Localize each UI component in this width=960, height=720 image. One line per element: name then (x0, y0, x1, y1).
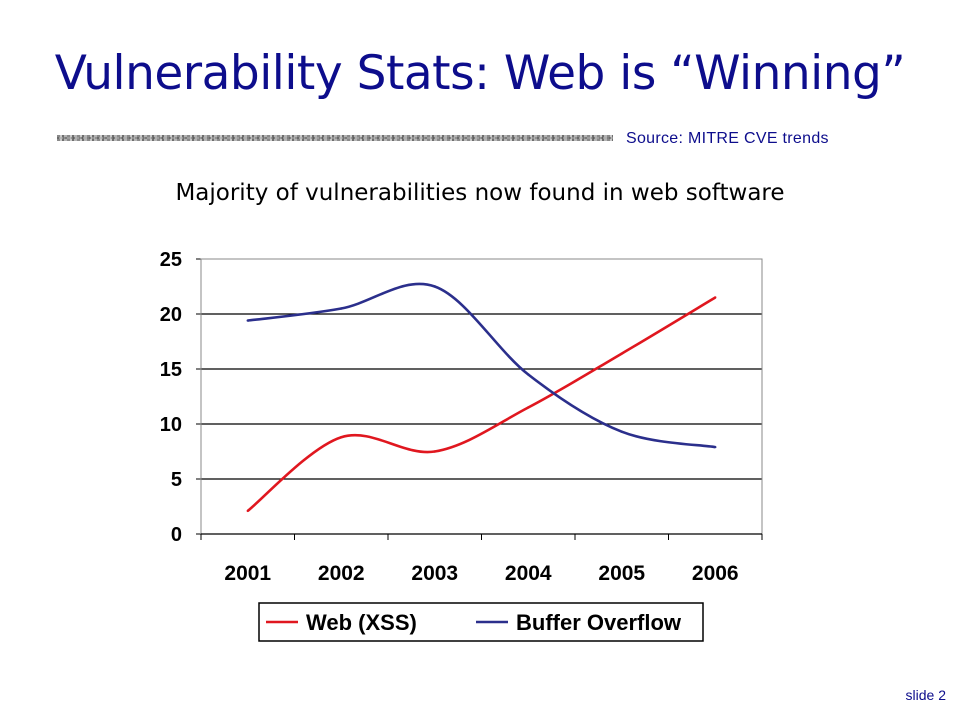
x-tick-label-2001: 2001 (224, 562, 271, 585)
x-axis-ticks (200, 533, 763, 540)
data-point-buffer-overflow-2002 (340, 307, 343, 310)
slide-number: slide 2 (905, 687, 946, 703)
y-tick-label: 5 (171, 469, 182, 491)
series-line-web-xss (246, 296, 716, 512)
slide-title: Vulnerability Stats: Web is “Winning” (54, 46, 906, 101)
y-tick-label: 20 (160, 304, 182, 326)
x-axis-tick-labels: 2001 2002 2003 2004 2005 2006 (224, 562, 738, 585)
y-tick-label: 10 (160, 414, 182, 436)
data-point-web-xss-2003 (433, 450, 436, 453)
data-point-buffer-overflow-2006 (714, 445, 717, 449)
data-point-web-xss-2004 (527, 406, 530, 409)
x-tick-label-2003: 2003 (411, 562, 458, 585)
data-point-buffer-overflow-2001 (246, 319, 249, 322)
x-tick-label-2004: 2004 (505, 562, 552, 585)
y-tick-label: 0 (171, 524, 182, 546)
legend-label-buffer-overflow: Buffer Overflow (516, 610, 682, 635)
data-point-web-xss-2002 (340, 436, 343, 439)
data-point-buffer-overflow-2005 (620, 430, 623, 433)
y-tick-label: 15 (160, 359, 182, 381)
title-divider (57, 135, 613, 141)
legend-label-web-xss: Web (XSS) (306, 610, 417, 635)
data-point-web-xss-2001 (246, 509, 249, 513)
series-lines (246, 282, 717, 513)
chart-legend: Web (XSS) Buffer Overflow (258, 602, 704, 642)
y-tick-label: 25 (160, 249, 182, 271)
x-tick-label-2002: 2002 (318, 562, 365, 585)
data-point-web-xss-2006 (714, 296, 717, 299)
slide-subtitle: Majority of vulnerabilities now found in… (175, 180, 785, 206)
x-tick-label-2006: 2006 (692, 562, 739, 585)
data-point-web-xss-2005 (620, 352, 623, 355)
data-point-buffer-overflow-2003 (433, 285, 436, 288)
plot-area-frame (200, 258, 763, 535)
series-line-buffer-overflow (247, 282, 716, 449)
y-axis-tick-labels: 0 5 10 15 20 25 (160, 249, 182, 546)
x-tick-label-2005: 2005 (598, 562, 645, 585)
data-point-buffer-overflow-2004 (527, 373, 530, 376)
source-note: Source: MITRE CVE trends (626, 130, 829, 147)
chart-gridlines (196, 258, 762, 535)
